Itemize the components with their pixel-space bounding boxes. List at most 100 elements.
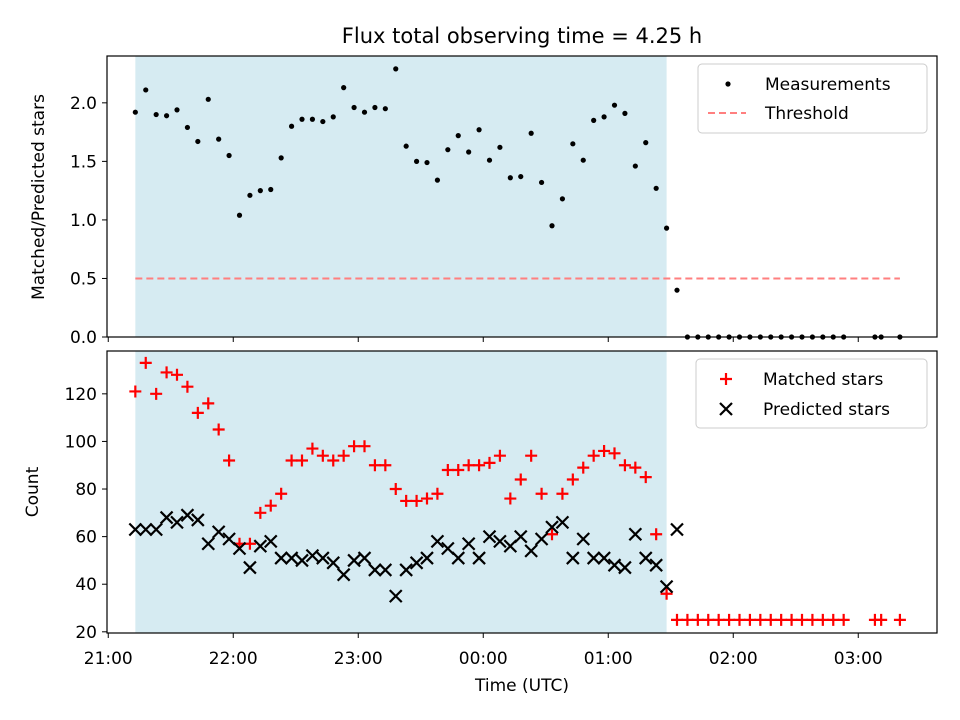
observing-window-shade <box>135 351 667 633</box>
measurement-point <box>580 157 586 163</box>
matched-star-point <box>598 444 611 457</box>
matched-star-point <box>702 613 715 626</box>
measurement-point <box>393 66 399 72</box>
bottom-y-axis-label: Count <box>23 466 43 517</box>
measurement-point <box>153 111 159 118</box>
predicted-star-point <box>545 520 559 534</box>
measurement-point <box>549 223 555 229</box>
predicted-star-point <box>555 515 570 530</box>
predicted-star-point <box>211 525 226 539</box>
x-tick-label: 02:00 <box>709 649 758 669</box>
matched-star-point <box>473 459 486 472</box>
measurement-point <box>674 287 680 293</box>
predicted-star-point <box>472 551 486 565</box>
matched-star-point <box>139 356 152 369</box>
predicted-star-point <box>128 522 143 537</box>
y-tick-label: 20 <box>75 623 97 643</box>
predicted-star-point <box>638 551 653 565</box>
matched-star-point <box>723 613 736 626</box>
matched-star-point <box>379 459 392 472</box>
matched-star-point <box>660 587 673 600</box>
measurement-point <box>226 152 232 159</box>
predicted-star-point <box>295 553 309 568</box>
matched-star-point <box>566 473 579 486</box>
matched-star-point <box>618 459 631 472</box>
matched-star-point <box>462 459 475 472</box>
matched-star-point <box>368 459 381 472</box>
matched-star-point <box>577 461 590 474</box>
measurement-point <box>351 104 357 111</box>
measurement-point <box>445 147 451 153</box>
matched-star-point <box>400 494 413 507</box>
matched-star-point <box>150 387 163 400</box>
matched-star-point <box>556 487 569 500</box>
legend-marker-predicted <box>719 402 733 416</box>
legend-marker-matched <box>720 373 732 385</box>
matched-star-point <box>431 487 444 500</box>
matched-star-point <box>212 423 225 436</box>
matched-star-point <box>785 613 798 626</box>
predicted-star-point <box>649 558 663 572</box>
legend-label-matched: Matched stars <box>763 370 883 390</box>
measurement-point <box>309 116 316 122</box>
matched-star-point <box>348 440 361 453</box>
matched-star-point <box>639 471 652 484</box>
predicted-star-point <box>493 534 507 549</box>
measurement-point <box>653 185 659 191</box>
matched-star-point <box>629 461 642 474</box>
y-tick-label: 40 <box>75 575 97 595</box>
measurement-point <box>257 188 263 194</box>
y-tick-label: 0.5 <box>70 269 97 289</box>
measurement-point <box>413 158 420 164</box>
matched-star-point <box>316 449 329 462</box>
measurement-point <box>538 179 545 186</box>
matched-star-point <box>171 368 183 381</box>
matched-star-point <box>160 366 173 379</box>
predicted-star-point <box>534 532 549 546</box>
measurement-point <box>174 107 180 113</box>
measurement-point <box>476 127 482 133</box>
predicted-star-point <box>159 510 174 525</box>
observing-window-shade <box>135 56 667 337</box>
matched-star-point <box>452 463 465 476</box>
measurement-point <box>278 155 284 161</box>
bottom-legend: Matched stars Predicted stars <box>695 358 928 429</box>
predicted-star-point <box>316 551 330 565</box>
chart-title: Flux total observing time = 4.25 h <box>342 24 702 48</box>
predicted-star-point <box>253 539 268 553</box>
predicted-star-point <box>409 556 424 570</box>
x-axis-label: Time (UTC) <box>474 676 569 696</box>
matched-star-point <box>743 613 756 626</box>
measurement-point <box>236 212 243 218</box>
predicted-star-point <box>170 515 184 530</box>
measurement-point <box>497 144 503 150</box>
predicted-star-point <box>336 567 351 582</box>
matched-star-point <box>129 385 142 398</box>
measurement-point <box>434 177 441 183</box>
x-tick-label: 01:00 <box>584 649 633 669</box>
x-tick-label: 00:00 <box>459 649 508 669</box>
predicted-star-point <box>180 508 195 522</box>
predicted-star-point <box>618 560 632 575</box>
measurement-point <box>486 157 493 163</box>
bottom-x-axis: 21:00 22:00 23:00 00:00 01:00 02:00 03:00 <box>84 633 883 669</box>
predicted-star-point <box>149 522 163 537</box>
predicted-star-point <box>263 534 278 549</box>
matched-star-point <box>754 613 767 626</box>
measurement-point <box>601 114 607 120</box>
matched-star-point <box>337 449 350 462</box>
matched-star-point <box>410 494 423 507</box>
x-tick-label: 23:00 <box>334 649 383 669</box>
matched-star-point <box>893 613 906 626</box>
bottom-y-axis: 20 40 60 80 100 120 <box>65 385 107 643</box>
measurement-point <box>195 138 201 145</box>
measurement-point <box>143 87 149 93</box>
y-tick-label: 120 <box>65 385 97 405</box>
measurement-point <box>288 123 295 129</box>
predicted-star-point <box>524 544 538 558</box>
matched-star-point <box>254 506 267 519</box>
top-legend: Measurements Threshold <box>697 63 928 134</box>
legend-label-predicted: Predicted stars <box>763 400 890 420</box>
predicted-star-point <box>399 563 413 577</box>
x-tick-label: 21:00 <box>84 649 133 669</box>
